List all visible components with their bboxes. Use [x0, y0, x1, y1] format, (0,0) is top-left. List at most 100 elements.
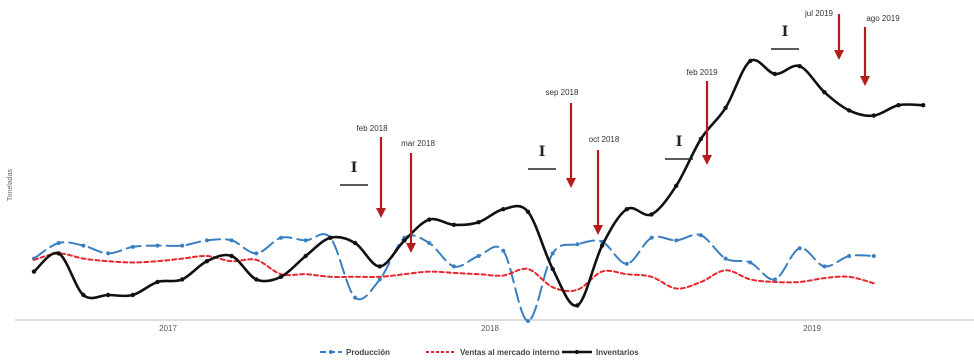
legend: Producción Ventas al mercado interno Inven…	[320, 348, 639, 357]
legend-marker	[575, 350, 579, 354]
data-point	[204, 238, 209, 243]
arrow-head	[834, 50, 844, 60]
data-point	[155, 243, 160, 248]
annotation-label: feb 2019	[686, 68, 718, 77]
data-point	[303, 253, 308, 259]
data-point	[797, 63, 802, 69]
data-point	[476, 254, 481, 258]
series-2	[33, 252, 875, 293]
data-point	[624, 261, 629, 266]
data-point	[229, 253, 234, 259]
data-point	[599, 243, 605, 248]
data-point	[254, 251, 259, 256]
marker-I: I	[771, 24, 799, 50]
annotation-label: sep 2018	[546, 88, 579, 97]
data-point	[525, 209, 531, 214]
data-point	[698, 233, 703, 238]
data-point	[846, 108, 852, 113]
data-point	[575, 303, 580, 308]
data-point	[130, 292, 135, 298]
data-point	[550, 251, 555, 256]
legend-label: Inventarios	[596, 348, 639, 357]
data-point	[921, 103, 926, 108]
x-axis: 2017 2018 2019	[15, 319, 974, 333]
legend-item: Inventarios	[562, 348, 639, 357]
data-point	[427, 241, 432, 245]
data-point	[180, 243, 185, 248]
marker-I: I	[665, 134, 693, 160]
x-tick-label: 2017	[159, 324, 177, 333]
arrow-head	[406, 243, 416, 253]
data-point	[81, 292, 86, 298]
annotation-label: mar 2018	[401, 139, 435, 148]
series-3	[31, 58, 926, 308]
data-point	[526, 319, 530, 323]
marker-label: I	[539, 144, 546, 160]
legend-item: Producción	[320, 348, 390, 357]
data-point	[353, 295, 358, 300]
legend-label: Producción	[346, 348, 390, 357]
x-tick-label: 2019	[803, 324, 821, 333]
data-point	[896, 103, 901, 108]
data-point	[377, 277, 382, 282]
data-point	[575, 242, 580, 247]
arrow-head	[566, 178, 576, 188]
arrow-head	[376, 208, 386, 218]
marker-I: I	[340, 160, 368, 186]
data-point	[278, 274, 284, 279]
data-point	[180, 277, 185, 282]
data-point	[674, 183, 679, 188]
data-point	[501, 248, 506, 253]
marker-label: I	[782, 24, 789, 40]
data-point	[674, 238, 679, 243]
data-point	[303, 238, 308, 243]
data-point	[822, 264, 827, 269]
marker-label: I	[676, 134, 683, 150]
data-point	[748, 58, 753, 64]
arrow-head	[593, 225, 603, 235]
data-point	[797, 246, 802, 251]
data-point	[352, 240, 358, 246]
arrow-head	[860, 76, 870, 86]
marker-label: I	[351, 160, 358, 176]
data-point	[254, 277, 259, 282]
annotation-label: jul 2019	[804, 9, 834, 18]
data-point	[871, 254, 876, 258]
data-point	[847, 254, 852, 258]
annotation-arrow: feb 2019	[686, 68, 718, 165]
data-point	[427, 217, 432, 222]
data-point	[501, 207, 506, 212]
legend-item: Ventas al mercado interno	[426, 348, 560, 357]
annotation-label: feb 2018	[356, 124, 388, 133]
annotation-arrow: sep 2018	[546, 88, 579, 188]
data-point	[31, 269, 37, 274]
data-point	[476, 220, 481, 225]
legend-label: Ventas al mercado interno	[460, 348, 560, 357]
arrow-head	[702, 155, 712, 165]
data-point	[772, 71, 778, 77]
annotation-arrow: jul 2019	[804, 9, 844, 60]
y-axis-label-group: Toneladas	[7, 169, 14, 201]
data-point	[723, 105, 728, 111]
data-point	[130, 244, 135, 249]
annotation-arrow: oct 2018	[589, 135, 620, 235]
data-point	[81, 243, 86, 248]
data-point	[649, 212, 654, 217]
data-point	[822, 90, 827, 95]
y-axis-label: Toneladas	[7, 169, 14, 201]
data-point	[105, 292, 111, 298]
data-point	[229, 238, 234, 243]
data-point	[279, 235, 283, 240]
data-point	[698, 136, 704, 142]
x-tick-label: 2018	[481, 324, 499, 333]
data-point	[748, 260, 753, 265]
data-point	[723, 256, 728, 261]
data-point	[56, 241, 61, 245]
data-point	[204, 259, 210, 264]
annotation-label: oct 2018	[589, 135, 620, 144]
annotations-group: feb 2018 mar 2018 sep 2018 oct 2018 feb 2019…	[340, 9, 900, 253]
data-point	[773, 277, 777, 282]
data-point	[377, 264, 382, 269]
data-point	[550, 266, 555, 272]
